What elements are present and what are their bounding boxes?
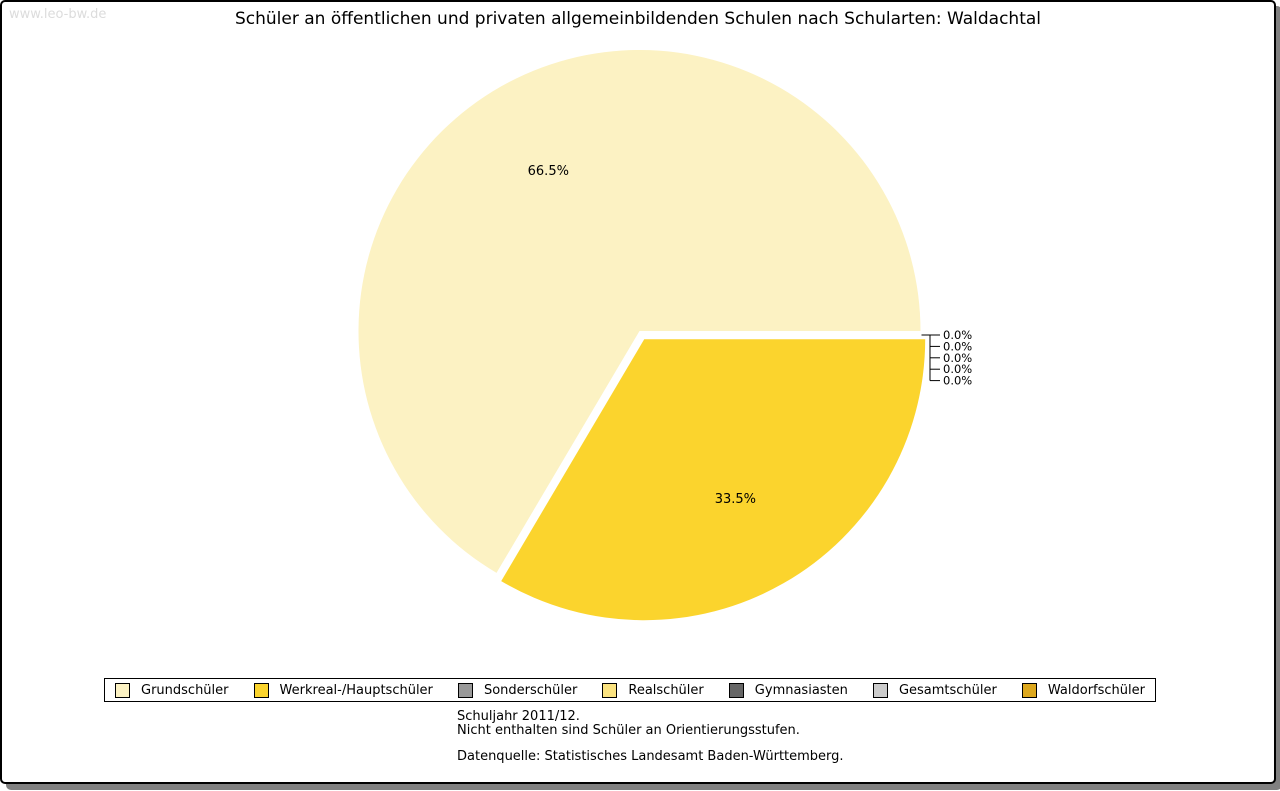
legend-item-waldorfsch-ler: Waldorfschüler bbox=[1021, 682, 1145, 698]
legend-label: Realschüler bbox=[628, 682, 704, 698]
legend-label: Gymnasiasten bbox=[754, 682, 848, 698]
legend-swatch-icon bbox=[602, 682, 618, 698]
legend-label: Waldorfschüler bbox=[1047, 682, 1145, 698]
zero-slice-label: 0.0% bbox=[943, 328, 972, 342]
slice-percentage-label: 66.5% bbox=[528, 164, 569, 179]
legend: Grundschüler Werkreal-/Hauptschüler Sonder… bbox=[104, 678, 1156, 702]
legend-item-grundsch-ler: Grundschüler bbox=[115, 682, 229, 698]
legend-label: Grundschüler bbox=[141, 682, 229, 698]
legend-item-gesamtsch-ler: Gesamtschüler bbox=[872, 682, 997, 698]
zero-slice-label: 0.0% bbox=[943, 351, 972, 365]
pie-slice-grundsch-ler bbox=[358, 50, 921, 573]
legend-label: Sonderschüler bbox=[483, 682, 578, 698]
footer-schuljahr: Schuljahr 2011/12. bbox=[457, 709, 580, 724]
watermark: www.leo-bw.de bbox=[9, 7, 107, 22]
legend-label: Werkreal-/Hauptschüler bbox=[279, 682, 433, 698]
legend-item-realsch-ler: Realschüler bbox=[602, 682, 704, 698]
page-title: Schüler an öffentlichen und privaten all… bbox=[234, 9, 1042, 29]
slice-percentage-label: 33.5% bbox=[715, 492, 756, 507]
footer-note: Nicht enthalten sind Schüler an Orientie… bbox=[457, 723, 800, 738]
legend-swatch-icon bbox=[1021, 682, 1037, 698]
zero-slice-label: 0.0% bbox=[943, 362, 972, 376]
legend-swatch-icon bbox=[115, 682, 130, 698]
legend-swatch-icon bbox=[457, 682, 473, 698]
zero-slice-label: 0.0% bbox=[943, 374, 972, 388]
legend-item-sondersch-ler: Sonderschüler bbox=[457, 682, 578, 698]
legend-item-gymnasiasten: Gymnasiasten bbox=[728, 682, 848, 698]
footer-source: Datenquelle: Statistisches Landesamt Bad… bbox=[457, 749, 844, 764]
legend-swatch-icon bbox=[253, 682, 269, 698]
footer-notes: Schuljahr 2011/12. Nicht enthalten sind … bbox=[457, 710, 844, 764]
legend-item-werkreal-hauptsch-ler: Werkreal-/Hauptschüler bbox=[253, 682, 433, 698]
zero-slice-label: 0.0% bbox=[943, 339, 972, 353]
legend-swatch-icon bbox=[728, 682, 744, 698]
legend-swatch-icon bbox=[872, 682, 888, 698]
pie-slice-werkreal-hauptsch-ler bbox=[501, 339, 926, 621]
legend-label: Gesamtschüler bbox=[898, 682, 997, 698]
